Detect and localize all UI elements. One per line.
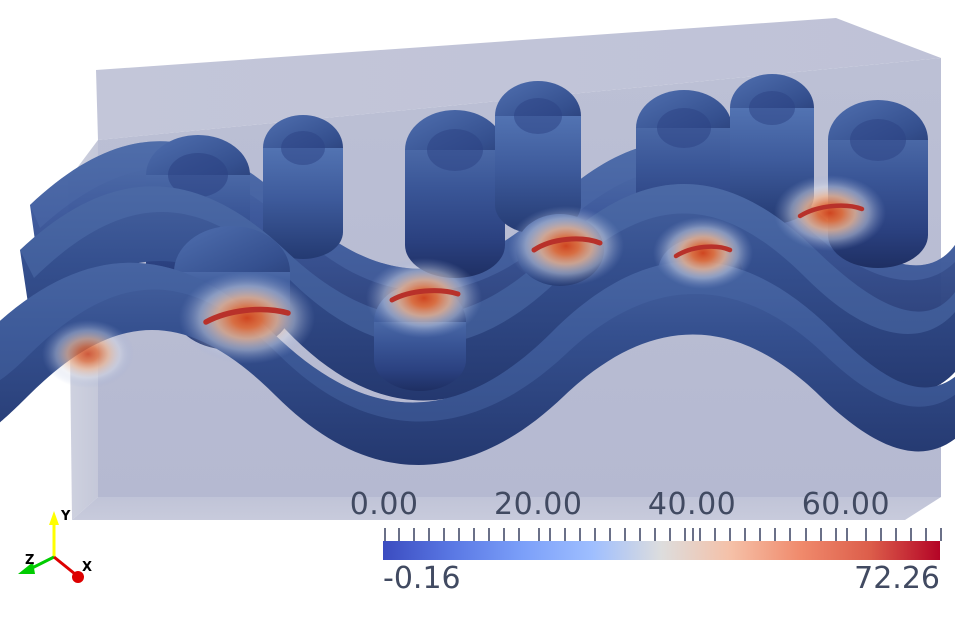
scalar-bar-minor-tick	[834, 528, 837, 541]
scalar-bar-minor-tick	[488, 528, 491, 541]
scalar-bar-tick-label: 0.00	[349, 487, 419, 522]
orientation-axes-widget[interactable]: Y Z X	[4, 495, 104, 600]
scalar-bar-minor-tick	[503, 528, 506, 541]
scalar-bar-minor-tick	[774, 528, 777, 541]
scalar-bar-minor-tick	[744, 528, 747, 541]
axis-label-y: Y	[60, 509, 71, 524]
scalar-bar-minor-tick	[789, 528, 792, 541]
scalar-bar-minor-tick	[684, 528, 687, 541]
scalar-bar-minor-tick	[623, 528, 626, 541]
scalar-bar-minor-tick	[879, 528, 882, 541]
scalar-bar-minor-tick	[864, 528, 867, 541]
scalar-bar-minor-tick	[804, 528, 807, 541]
axis-x: X	[53, 555, 92, 583]
scalar-bar-minor-tick	[443, 528, 446, 541]
scalar-bar-tick-label: 60.00	[801, 487, 891, 522]
scalar-bar-minor-tick	[563, 528, 566, 541]
scalar-bar-tick-labels: 0.00 20.00 40.00 60.00	[343, 487, 955, 523]
scalar-bar-minor-tick	[578, 528, 581, 541]
scalar-bar-minor-tick	[729, 528, 732, 541]
axis-label-z: Z	[25, 553, 34, 568]
axis-z: Z	[18, 553, 55, 574]
scalar-bar-minor-tick	[458, 528, 461, 541]
scalar-bar-legend[interactable]: 0.00 20.00 40.00 60.00 -0.16 72.26	[350, 487, 942, 596]
scalar-bar-tick-label: 40.00	[647, 487, 737, 522]
scalar-bar-range-labels: -0.16 72.26	[383, 561, 940, 599]
stress-hotspots	[42, 175, 886, 388]
scalar-bar-minor-tick	[608, 528, 611, 541]
scalar-bar-minor-tick	[940, 528, 942, 541]
scalar-bar-minor-tick	[398, 528, 401, 541]
axis-label-x: X	[82, 560, 92, 575]
scalar-bar-minor-tick	[473, 528, 476, 541]
scalar-bar-color-gradient[interactable]	[383, 541, 940, 560]
scalar-bar-minor-tick	[638, 528, 641, 541]
scalar-bar-minor-tick	[819, 528, 822, 541]
scalar-bar-tick-label: 20.00	[494, 487, 583, 522]
scalar-bar-minor-tick	[413, 528, 416, 541]
scalar-bar-minor-tick	[924, 528, 927, 541]
scalar-bar-minor-tick	[759, 528, 762, 541]
scalar-bar-minor-tick	[699, 528, 702, 541]
scalar-bar-range-min: -0.16	[383, 561, 461, 596]
scalar-bar-minor-tick	[518, 528, 521, 541]
axis-y: Y	[49, 509, 71, 557]
scalar-bar-minor-tick	[428, 528, 431, 541]
scalar-bar-minor-tick	[653, 528, 656, 541]
scalar-bar-minor-tick	[909, 528, 912, 541]
scalar-bar-minor-tick	[548, 528, 551, 541]
scalar-bar-range-max: 72.26	[854, 561, 940, 596]
scalar-bar-minor-tick	[669, 528, 672, 541]
scalar-bar-minor-tick	[894, 528, 897, 541]
scalar-bar-minor-tick	[714, 528, 717, 541]
scalar-bar-minor-tick	[593, 528, 596, 541]
